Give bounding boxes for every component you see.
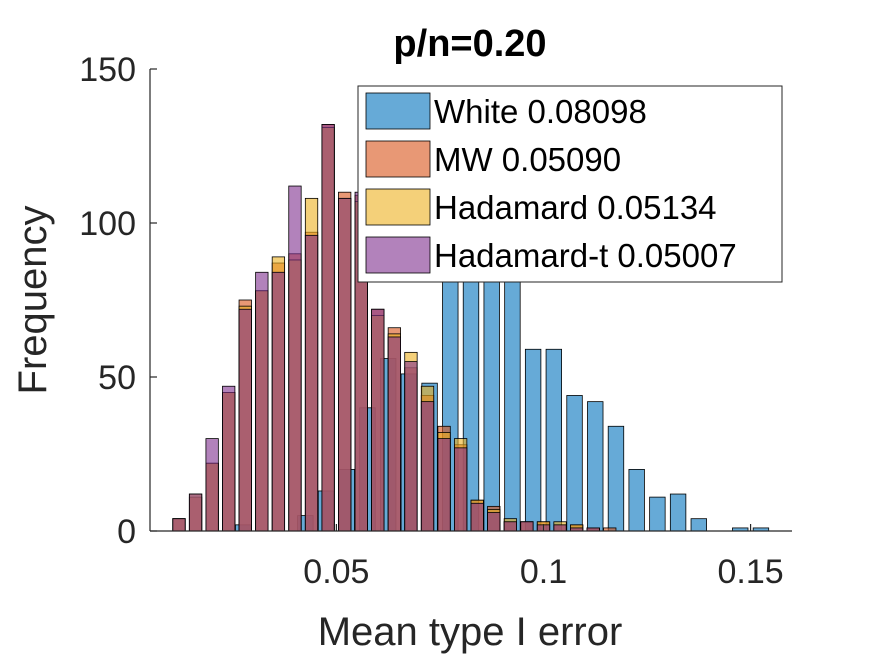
legend-swatch bbox=[365, 236, 431, 274]
y-tick-label: 50 bbox=[98, 359, 136, 397]
legend-label: Hadamard 0.05134 bbox=[434, 189, 717, 226]
histogram-bar bbox=[524, 348, 542, 532]
histogram-bar bbox=[669, 493, 687, 532]
series-4-bars bbox=[172, 124, 600, 532]
legend-item: White 0.08098 bbox=[365, 92, 647, 130]
histogram-bar bbox=[628, 468, 645, 532]
legend: White 0.08098 MW 0.05090 Hadamard 0.05134 H… bbox=[357, 85, 783, 283]
histogram-bar bbox=[404, 361, 418, 532]
legend-item: Hadamard 0.05134 bbox=[365, 188, 717, 226]
histogram-bar bbox=[587, 401, 604, 532]
x-tick-label: 0.15 bbox=[717, 553, 783, 591]
histogram-bar bbox=[271, 271, 286, 532]
x-axis-label: Mean type I error bbox=[318, 610, 623, 654]
legend-label: White 0.08098 bbox=[434, 93, 647, 130]
x-tick-label: 0.1 bbox=[520, 553, 567, 591]
legend-swatch bbox=[365, 140, 431, 178]
histogram-bar bbox=[304, 234, 319, 532]
legend-item: MW 0.05090 bbox=[365, 140, 621, 178]
histogram-bar bbox=[371, 308, 385, 532]
histogram-bar bbox=[238, 308, 252, 532]
y-tick-label: 0 bbox=[117, 513, 136, 551]
histogram-bar bbox=[690, 518, 707, 532]
histogram-bar bbox=[338, 197, 352, 532]
legend-label: Hadamard-t 0.05007 bbox=[434, 237, 737, 274]
legend-swatch bbox=[365, 188, 431, 226]
histogram-bar bbox=[437, 438, 451, 532]
histogram-bar bbox=[188, 493, 203, 532]
histogram-bar bbox=[420, 401, 435, 532]
bars-layer bbox=[172, 124, 770, 532]
x-tick-label: 0.05 bbox=[303, 553, 369, 591]
histogram-bar bbox=[520, 521, 534, 532]
histogram-bar bbox=[387, 336, 401, 532]
histogram-bar bbox=[607, 425, 625, 532]
histogram-bar bbox=[487, 512, 501, 532]
histogram-bar bbox=[503, 521, 517, 532]
y-tick-label: 150 bbox=[79, 51, 136, 89]
legend-swatch bbox=[365, 92, 431, 130]
legend-item: Hadamard-t 0.05007 bbox=[365, 236, 737, 274]
histogram-bar bbox=[205, 438, 219, 532]
histogram-bar bbox=[545, 348, 563, 532]
histogram-bar bbox=[553, 524, 567, 532]
histogram-bar bbox=[321, 124, 335, 532]
y-tick-label: 100 bbox=[79, 205, 136, 243]
histogram-bar bbox=[172, 518, 186, 532]
histogram-bar bbox=[222, 385, 236, 532]
histogram-bar bbox=[504, 265, 521, 532]
legend-label: MW 0.05090 bbox=[434, 141, 621, 178]
histogram-bar bbox=[649, 496, 666, 532]
histogram-bar bbox=[288, 185, 302, 532]
histogram-bar bbox=[255, 271, 269, 532]
axes-layer: 0 50 100 150 0.05 0.1 0.15 bbox=[79, 51, 792, 591]
y-axis-label: Frequency bbox=[11, 206, 55, 395]
histogram-bar bbox=[566, 395, 583, 532]
histogram-bar bbox=[454, 447, 468, 532]
chart-title: p/n=0.20 bbox=[393, 23, 546, 65]
histogram-bar bbox=[470, 502, 484, 532]
